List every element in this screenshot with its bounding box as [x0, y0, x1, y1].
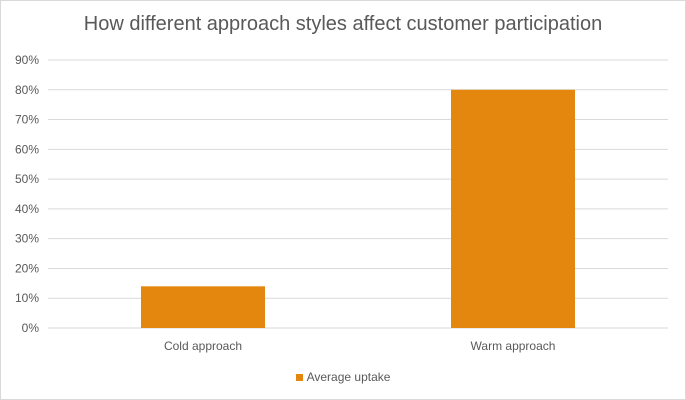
y-tick-label: 20%	[15, 261, 39, 275]
chart-title: How different approach styles affect cus…	[83, 13, 603, 35]
y-tick-label: 30%	[15, 232, 39, 246]
legend-swatch	[295, 373, 303, 381]
bar	[451, 89, 575, 329]
y-tick-label: 50%	[15, 172, 39, 186]
y-tick-label: 10%	[15, 291, 39, 305]
legend: Average uptake	[1, 370, 685, 384]
x-category-label: Cold approach	[164, 339, 242, 353]
bar	[141, 286, 265, 328]
y-tick-label: 90%	[15, 53, 39, 67]
legend-label: Average uptake	[306, 370, 391, 384]
y-tick-label: 40%	[15, 202, 39, 216]
y-tick-label: 0%	[22, 321, 40, 335]
y-tick-label: 70%	[15, 113, 39, 127]
x-category-label: Warm approach	[471, 339, 556, 353]
y-tick-label: 80%	[15, 83, 39, 97]
y-tick-label: 60%	[15, 142, 39, 156]
